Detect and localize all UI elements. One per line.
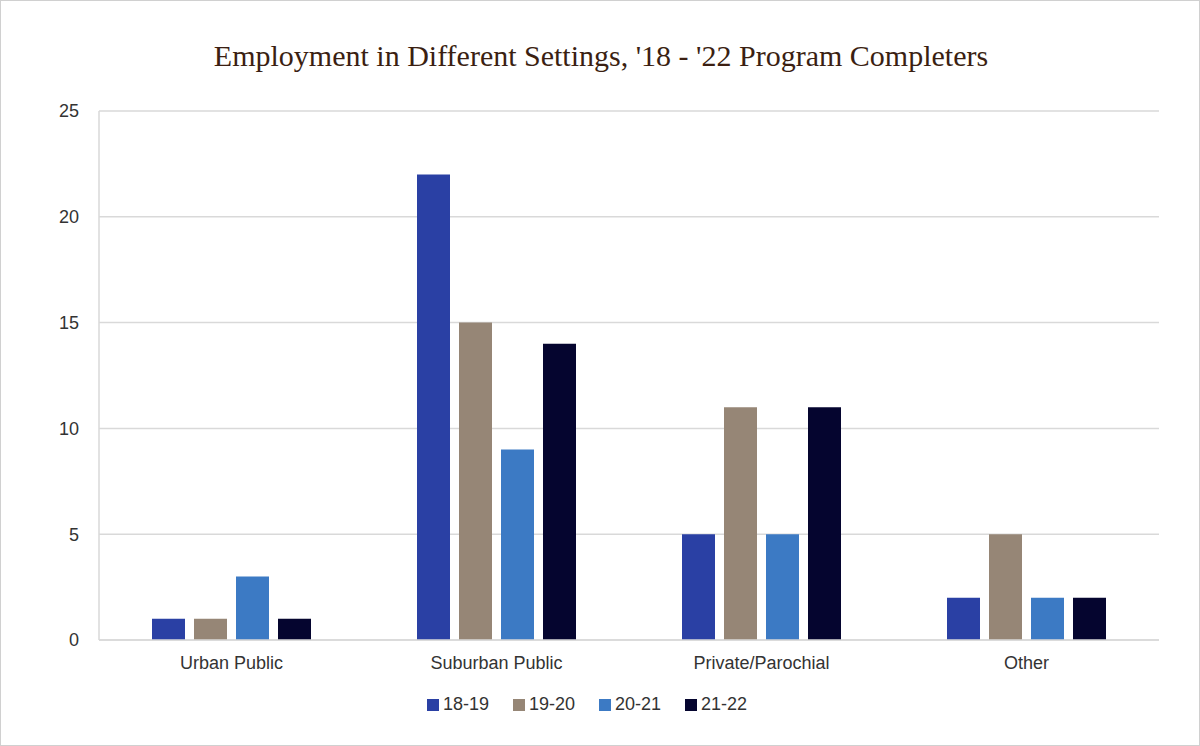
svg-text:15: 15 [59, 313, 79, 333]
svg-text:Private/Parochial: Private/Parochial [693, 653, 829, 673]
svg-text:10: 10 [59, 419, 79, 439]
svg-text:0: 0 [69, 630, 79, 650]
html-text:19-20: 19-20 [529, 694, 575, 714]
html-text:Employment in Different Settin: Employment in Different Settings, '18 - … [213, 39, 989, 72]
svg-text:Suburban Public: Suburban Public [430, 653, 562, 673]
html-text:20-21: 20-21 [615, 694, 661, 714]
svg-text:Other: Other [1004, 653, 1049, 673]
svg-text:Urban Public: Urban Public [180, 653, 283, 673]
html-text:21-22: 21-22 [701, 694, 748, 714]
html-text:18-19: 18-19 [442, 694, 489, 714]
svg-text:20: 20 [59, 207, 79, 227]
svg-text:5: 5 [69, 525, 79, 545]
svg-text:25: 25 [59, 101, 79, 121]
